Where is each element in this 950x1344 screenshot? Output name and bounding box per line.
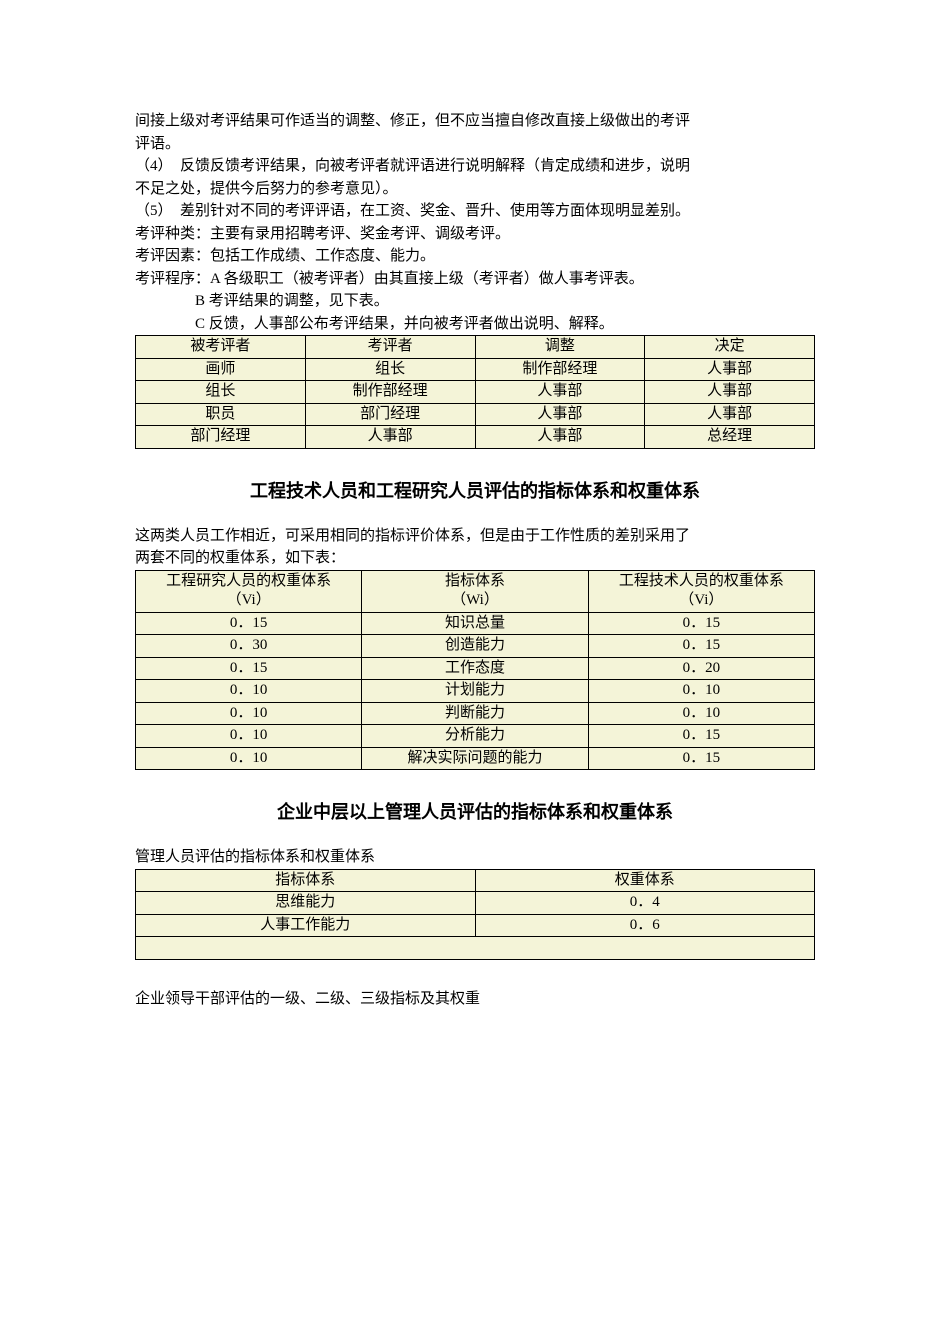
table-row: 0．15 知识总量 0．15 [136, 612, 815, 635]
intro-p2a: （4） 反馈反馈考评结果，向被考评者就评语进行说明解释（肯定成绩和进步，说明 [135, 155, 815, 178]
table-row: 职员 部门经理 人事部 人事部 [136, 403, 815, 426]
section2-title: 工程技术人员和工程研究人员评估的指标体系和权重体系 [135, 477, 815, 503]
table-row: 指标体系 权重体系 [136, 869, 815, 892]
cell: 0．15 [588, 747, 814, 770]
col-header: 指标体系 （Wi） [362, 570, 588, 612]
cell: 0．15 [588, 725, 814, 748]
cell: 部门经理 [305, 403, 475, 426]
cell: 0．15 [588, 635, 814, 658]
cell: 0．10 [136, 680, 362, 703]
section2-intro-a: 这两类人员工作相近，可采用相同的指标评价体系，但是由于工作性质的差别采用了 [135, 525, 815, 548]
intro-p6: 考评程序：A 各级职工（被考评者）由其直接上级（考评者）做人事考评表。 [135, 268, 815, 291]
table-row: 部门经理 人事部 人事部 总经理 [136, 426, 815, 449]
cell: 判断能力 [362, 702, 588, 725]
cell: 制作部经理 [305, 381, 475, 404]
cell: 创造能力 [362, 635, 588, 658]
intro-p8: C 反馈，人事部公布考评结果，并向被考评者做出说明、解释。 [135, 313, 815, 336]
cell: 总经理 [645, 426, 815, 449]
intro-p2b: 不足之处，提供今后努力的参考意见）。 [135, 178, 815, 201]
cell: 部门经理 [136, 426, 306, 449]
cell: 0．6 [475, 914, 815, 937]
cell: 画师 [136, 358, 306, 381]
cell: 职员 [136, 403, 306, 426]
weight-system-table: 工程研究人员的权重体系 （Vi） 指标体系 （Wi） 工程技术人员的权重体系 （… [135, 570, 815, 771]
intro-p1a: 间接上级对考评结果可作适当的调整、修正，但不应当擅自修改直接上级做出的考评 [135, 110, 815, 133]
cell: 0．10 [588, 702, 814, 725]
table-row: 0．10 解决实际问题的能力 0．15 [136, 747, 815, 770]
col-header-line2: （Wi） [451, 592, 499, 608]
cell: 组长 [136, 381, 306, 404]
empty-row [136, 937, 815, 960]
section3-title: 企业中层以上管理人员评估的指标体系和权重体系 [135, 798, 815, 824]
cell: 工作态度 [362, 657, 588, 680]
cell: 0．10 [136, 747, 362, 770]
intro-p1b: 评语。 [135, 133, 815, 156]
table-row: 0．10 判断能力 0．10 [136, 702, 815, 725]
cell: 分析能力 [362, 725, 588, 748]
col-header-line1: 指标体系 [445, 573, 505, 589]
table-row: 0．30 创造能力 0．15 [136, 635, 815, 658]
cell: 0．15 [136, 612, 362, 635]
intro-p7: B 考评结果的调整，见下表。 [135, 290, 815, 313]
cell: 人事部 [305, 426, 475, 449]
col-header: 调整 [475, 336, 645, 359]
col-header-line2: （Vi） [227, 592, 271, 608]
section2-intro-b: 两套不同的权重体系，如下表： [135, 547, 815, 570]
table-row [136, 937, 815, 960]
cell: 0．30 [136, 635, 362, 658]
col-header-line2: （Vi） [679, 592, 723, 608]
cell: 0．10 [136, 702, 362, 725]
cell: 人事部 [475, 426, 645, 449]
table-row: 0．15 工作态度 0．20 [136, 657, 815, 680]
cell: 0．20 [588, 657, 814, 680]
cell: 人事部 [645, 358, 815, 381]
section3-intro: 管理人员评估的指标体系和权重体系 [135, 846, 815, 869]
management-weight-table: 指标体系 权重体系 思维能力 0．4 人事工作能力 0．6 [135, 869, 815, 960]
cell: 人事工作能力 [136, 914, 476, 937]
closing-line: 企业领导干部评估的一级、二级、三级指标及其权重 [135, 988, 815, 1011]
cell: 解决实际问题的能力 [362, 747, 588, 770]
col-header: 被考评者 [136, 336, 306, 359]
col-header-line1: 工程研究人员的权重体系 [166, 573, 331, 589]
cell: 计划能力 [362, 680, 588, 703]
cell: 人事部 [645, 403, 815, 426]
cell: 0．4 [475, 892, 815, 915]
table-row: 思维能力 0．4 [136, 892, 815, 915]
table-row: 组长 制作部经理 人事部 人事部 [136, 381, 815, 404]
col-header: 指标体系 [136, 869, 476, 892]
cell: 0．15 [588, 612, 814, 635]
cell: 人事部 [475, 403, 645, 426]
evaluation-flow-table: 被考评者 考评者 调整 决定 画师 组长 制作部经理 人事部 组长 制作部经理 … [135, 335, 815, 449]
col-header: 决定 [645, 336, 815, 359]
intro-p4: 考评种类：主要有录用招聘考评、奖金考评、调级考评。 [135, 223, 815, 246]
cell: 组长 [305, 358, 475, 381]
intro-p3: （5） 差别针对不同的考评评语，在工资、奖金、晋升、使用等方面体现明显差别。 [135, 200, 815, 223]
cell: 0．15 [136, 657, 362, 680]
cell: 制作部经理 [475, 358, 645, 381]
cell: 人事部 [645, 381, 815, 404]
table-row: 被考评者 考评者 调整 决定 [136, 336, 815, 359]
cell: 思维能力 [136, 892, 476, 915]
table-row: 人事工作能力 0．6 [136, 914, 815, 937]
col-header: 工程技术人员的权重体系 （Vi） [588, 570, 814, 612]
cell: 0．10 [136, 725, 362, 748]
cell: 知识总量 [362, 612, 588, 635]
intro-p5: 考评因素：包括工作成绩、工作态度、能力。 [135, 245, 815, 268]
col-header: 工程研究人员的权重体系 （Vi） [136, 570, 362, 612]
col-header-line1: 工程技术人员的权重体系 [619, 573, 784, 589]
table-row: 0．10 计划能力 0．10 [136, 680, 815, 703]
cell: 0．10 [588, 680, 814, 703]
cell: 人事部 [475, 381, 645, 404]
table-row: 工程研究人员的权重体系 （Vi） 指标体系 （Wi） 工程技术人员的权重体系 （… [136, 570, 815, 612]
table-row: 0．10 分析能力 0．15 [136, 725, 815, 748]
col-header: 考评者 [305, 336, 475, 359]
table-row: 画师 组长 制作部经理 人事部 [136, 358, 815, 381]
col-header: 权重体系 [475, 869, 815, 892]
